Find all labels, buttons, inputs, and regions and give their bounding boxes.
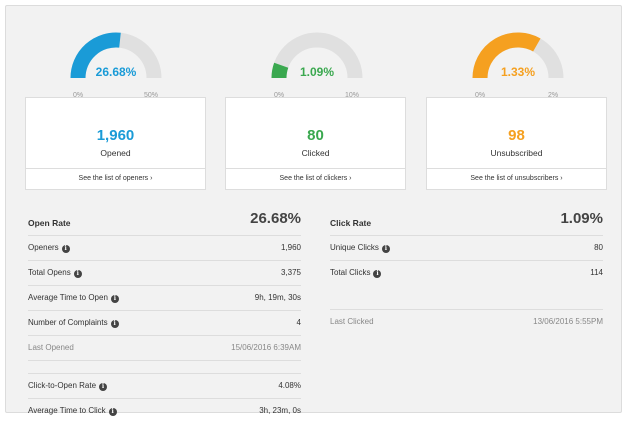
see-openers-link[interactable]: See the list of openers ›: [26, 168, 205, 189]
stat-label: Total Clicks: [330, 268, 371, 277]
row-spacer: [330, 285, 603, 309]
click-rate-header: Click Rate 1.09%: [330, 209, 603, 236]
stat-value: 4.08%: [278, 381, 301, 390]
stat-row-complaints: Number of Complaints i 4: [28, 311, 301, 336]
info-icon[interactable]: i: [110, 295, 119, 303]
opened-count: 1,960: [96, 127, 135, 144]
campaign-report-panel: 26.68% 0% 50% 1.09% 0% 10% 1.33% 0% 2% 1…: [5, 5, 622, 416]
open-rate-value: 26.68%: [250, 210, 301, 227]
open-stats-table: Open Rate 26.68% Openers i 1,960 Total Op…: [28, 209, 301, 423]
clicked-card: 80 Clicked See the list of clickers ›: [225, 97, 406, 190]
opened-label: Opened: [100, 148, 131, 158]
stat-value: 114: [590, 268, 603, 277]
gauge-track: [271, 32, 363, 79]
open-rate-gauge: 26.68% 0% 50%: [26, 22, 206, 99]
open-rate-title: Open Rate: [28, 218, 71, 228]
unsubscribe-rate-gauge: 1.33% 0% 2%: [428, 22, 608, 99]
opened-card: 1,960 Opened See the list of openers ›: [25, 97, 206, 190]
gauge-percentage: 26.68%: [95, 65, 137, 79]
gauge-percentage: 1.09%: [299, 65, 335, 79]
see-unsubscribers-link[interactable]: See the list of unsubscribers ›: [427, 168, 606, 189]
gauge-max-label: 2%: [548, 92, 559, 99]
gauge-fill: [271, 62, 289, 79]
stat-value: 3,375: [280, 268, 301, 277]
click-rate-value: 1.09%: [560, 210, 603, 227]
open-rate-header: Open Rate 26.68%: [28, 209, 301, 236]
stat-label: Total Opens: [28, 268, 71, 277]
unsubscribed-count: 98: [508, 127, 525, 144]
stat-value: 4: [296, 318, 301, 327]
stat-row-total-clicks: Total Clicks i 114: [330, 261, 603, 285]
stat-row-average-time-to-open: Average Time to Open i 9h, 19m, 30s: [28, 286, 301, 311]
stat-label: Last Clicked: [330, 317, 374, 326]
stat-row-unique-clicks: Unique Clicks i 80: [330, 236, 603, 261]
gauge-fill: [472, 32, 541, 79]
info-icon[interactable]: i: [110, 320, 119, 328]
gauge-fill: [70, 32, 121, 79]
gauge-chart: [472, 32, 564, 79]
stat-value: 13/06/2016 5:55PM: [533, 317, 603, 326]
info-icon[interactable]: i: [61, 245, 70, 253]
stat-value: 9h, 19m, 30s: [254, 293, 301, 302]
stat-row-openers: Openers i 1,960: [28, 236, 301, 261]
unsubscribed-label: Unsubscribed: [490, 148, 543, 158]
info-icon[interactable]: i: [381, 245, 390, 253]
clicked-label: Clicked: [301, 148, 330, 158]
click-rate-gauge: 1.09% 0% 10%: [227, 22, 407, 99]
stat-label: Unique Clicks: [330, 243, 379, 252]
unsubscribed-card: 98 Unsubscribed See the list of unsubscr…: [426, 97, 607, 190]
stat-label: Last Opened: [28, 343, 74, 352]
gauge-percentage: 1.33%: [500, 65, 536, 79]
stat-label: Average Time to Click: [28, 406, 106, 415]
stat-label: Average Time to Open: [28, 293, 108, 302]
click-stats-table: Click Rate 1.09% Unique Clicks i 80 Total…: [330, 209, 603, 334]
stat-value: 1,960: [280, 243, 301, 252]
info-icon[interactable]: i: [99, 383, 108, 391]
info-icon[interactable]: i: [73, 270, 82, 278]
gauge-max-label: 10%: [345, 92, 360, 99]
gauge-chart: [271, 32, 363, 79]
gauge-min-label: 0%: [274, 92, 285, 99]
row-spacer: [28, 361, 301, 374]
stat-label: Openers: [28, 243, 59, 252]
info-icon[interactable]: i: [108, 408, 117, 416]
stat-value: 3h, 23m, 0s: [259, 406, 301, 415]
stat-row-click-to-open-rate: Click-to-Open Rate i 4.08%: [28, 374, 301, 399]
stat-row-average-time-to-click: Average Time to Click i 3h, 23m, 0s: [28, 399, 301, 423]
stat-label: Click-to-Open Rate: [28, 381, 97, 390]
gauge-chart: [70, 32, 162, 79]
stat-row-total-opens: Total Opens i 3,375: [28, 261, 301, 286]
stat-value: 15/06/2016 6:39AM: [231, 343, 301, 352]
gauge-min-label: 0%: [475, 92, 486, 99]
gauge-max-label: 50%: [144, 92, 159, 99]
stat-row-last-clicked: Last Clicked 13/06/2016 5:55PM: [330, 309, 603, 334]
clicked-count: 80: [307, 127, 324, 144]
gauge-min-label: 0%: [73, 92, 84, 99]
info-icon[interactable]: i: [373, 270, 382, 278]
stat-value: 80: [594, 243, 603, 252]
stat-label: Number of Complaints: [28, 318, 108, 327]
click-rate-title: Click Rate: [330, 218, 372, 228]
see-clickers-link[interactable]: See the list of clickers ›: [226, 168, 405, 189]
stat-row-last-opened: Last Opened 15/06/2016 6:39AM: [28, 336, 301, 361]
